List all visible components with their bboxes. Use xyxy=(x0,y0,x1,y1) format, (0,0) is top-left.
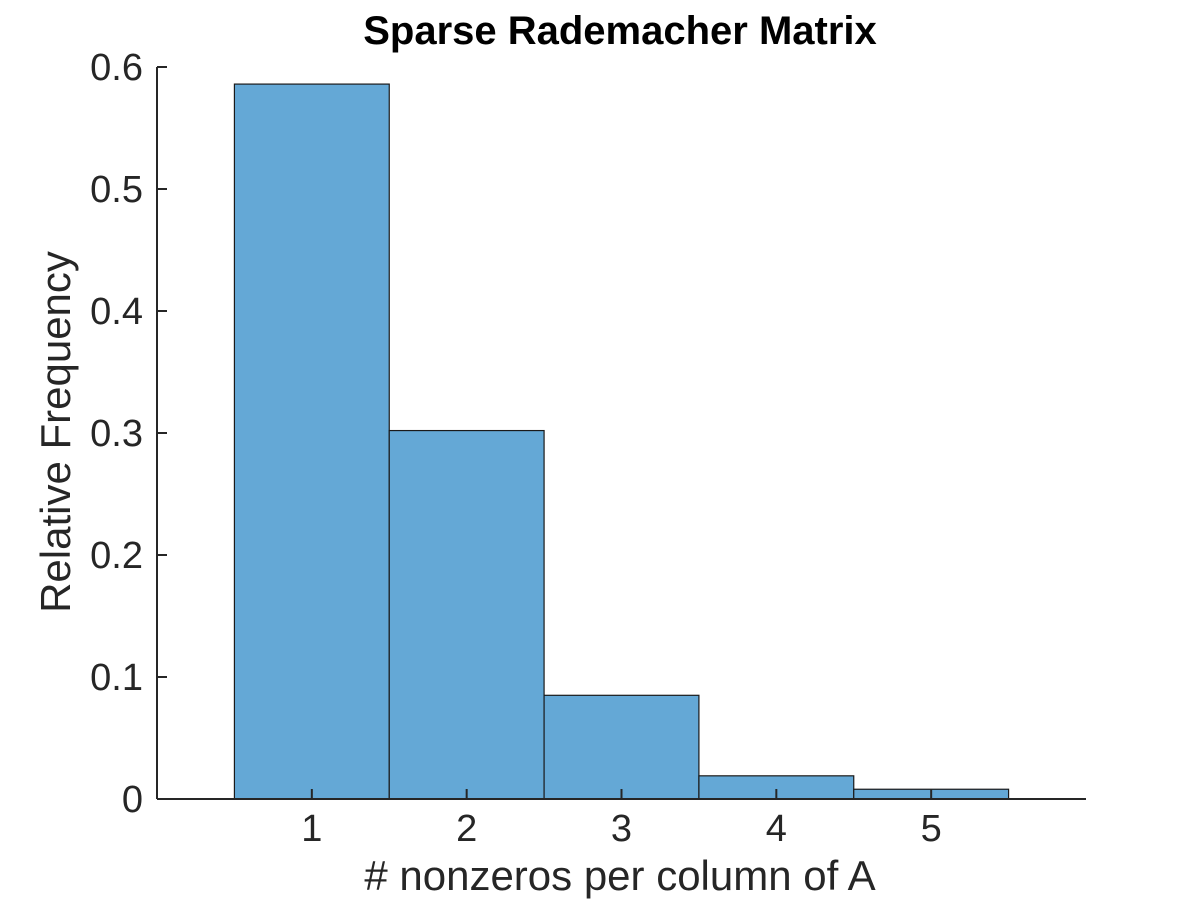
x-tick-label: 2 xyxy=(456,808,477,850)
x-ticks-group: 1 2 3 4 5 xyxy=(301,789,942,850)
x-axis-label: # nonzeros per column of A xyxy=(364,852,875,899)
bar-2 xyxy=(388,429,545,800)
y-axis-label: Relative Frequency xyxy=(32,251,79,613)
bars-group xyxy=(233,83,1010,800)
bar-1 xyxy=(233,83,390,800)
y-tick-label: 0.1 xyxy=(90,657,143,699)
y-tick-label: 0 xyxy=(122,779,143,821)
y-tick-label: 0.5 xyxy=(90,169,143,211)
y-tick-label: 0.6 xyxy=(90,47,143,89)
x-tick-label: 1 xyxy=(301,808,322,850)
x-tick-label: 5 xyxy=(921,808,942,850)
y-tick-label: 0.3 xyxy=(90,413,143,455)
y-ticks-group: 0 0.1 0.2 0.3 0.4 0.5 0.6 xyxy=(90,47,167,821)
x-tick-label: 3 xyxy=(611,808,632,850)
chart-title: Sparse Rademacher Matrix xyxy=(363,9,877,53)
y-tick-label: 0.2 xyxy=(90,535,143,577)
bar-3 xyxy=(543,694,700,800)
y-tick-label: 0.4 xyxy=(90,291,143,333)
x-tick-label: 4 xyxy=(766,808,787,850)
